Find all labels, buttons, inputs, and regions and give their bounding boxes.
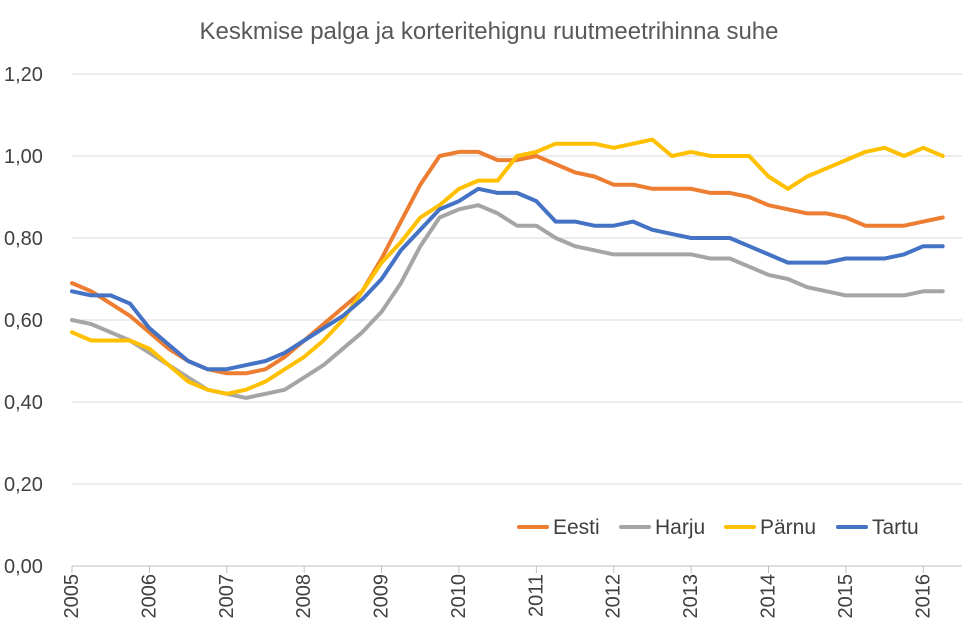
x-tick-label: 2013	[680, 574, 702, 619]
legend-label: Eesti	[553, 516, 600, 539]
legend-label: Tartu	[872, 516, 919, 539]
legend-item-harju: Harju	[619, 516, 705, 539]
x-tick-label: 2005	[61, 574, 83, 619]
x-tick-label: 2006	[138, 574, 160, 619]
chart-title: Keskmise palga ja korteritehignu ruutmee…	[200, 18, 779, 45]
x-tick-label: 2015	[835, 574, 857, 619]
y-tick-label: 0,00	[4, 556, 43, 578]
gridlines	[72, 73, 962, 485]
y-tick-label: 0,80	[4, 228, 43, 250]
x-tick-label: 2011	[525, 574, 547, 617]
y-tick-label: 0,60	[4, 310, 43, 332]
legend-item-tartu: Tartu	[836, 516, 919, 539]
x-tick-label: 2016	[912, 574, 934, 619]
y-axis-tick-labels: 0,00 0,20 0,40 0,60 0,80 1,00 1,20	[4, 64, 43, 578]
y-tick-label: 1,00	[4, 146, 43, 168]
series-line-tartu	[70, 186, 945, 372]
x-tick-label: 2008	[293, 574, 315, 619]
x-tick-label: 2009	[371, 574, 393, 619]
legend: Eesti Harju Pärnu Tartu	[517, 516, 919, 539]
y-tick-label: 0,40	[4, 392, 43, 414]
legend-label: Harju	[655, 516, 705, 539]
y-tick-label: 0,20	[4, 474, 43, 496]
series-line-eesti	[70, 149, 945, 376]
legend-item-pärnu: Pärnu	[724, 516, 816, 539]
series-lines	[70, 137, 945, 400]
x-tick-label: 2014	[758, 574, 780, 619]
x-axis: 2005 2006 2007 2008 2009 2010 2011 2012 2013 2014…	[61, 565, 962, 619]
legend-item-eesti: Eesti	[517, 516, 600, 539]
x-tick-label: 2012	[603, 574, 625, 619]
y-tick-label: 1,20	[4, 64, 43, 86]
x-tick-label: 2010	[448, 574, 470, 619]
series-line-pärnu	[70, 137, 945, 396]
x-tick-label: 2007	[216, 574, 238, 619]
legend-label: Pärnu	[760, 516, 816, 539]
